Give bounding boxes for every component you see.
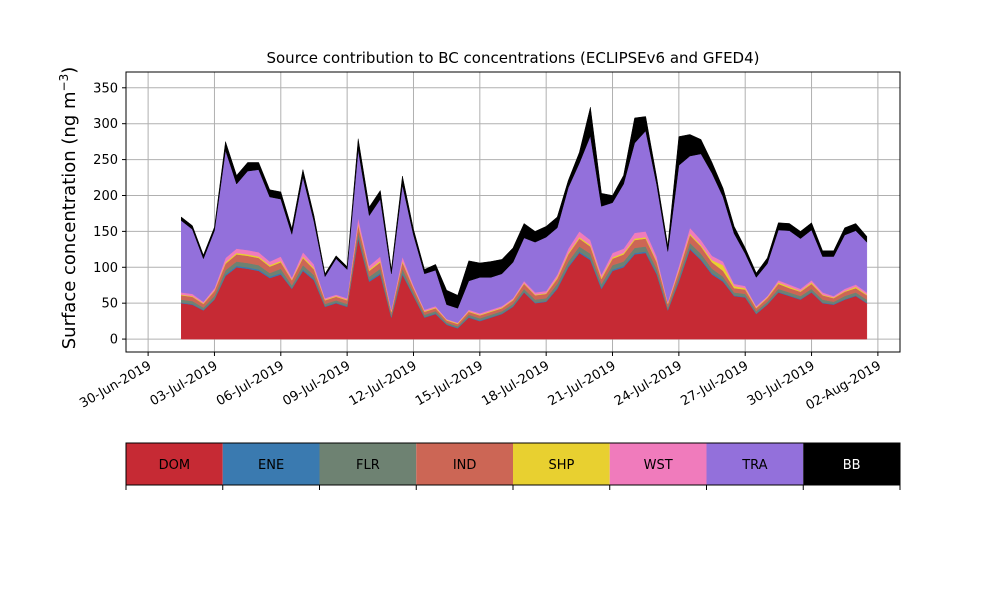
legend-colorbar: DOM ENE FLR IND SHP WST TRA BB (125, 442, 901, 490)
x-tick-label: 06-Jul-2019 (214, 358, 287, 409)
legend-label-tra: TRA (741, 458, 767, 473)
y-tick-label: 100 (93, 261, 118, 276)
legend-label-ene: ENE (258, 458, 284, 473)
x-axis: 30-Jun-201903-Jul-201906-Jul-201909-Jul-… (77, 352, 884, 414)
y-tick-label: 200 (93, 189, 118, 204)
x-tick-label: 09-Jul-2019 (280, 358, 353, 409)
y-tick-label: 50 (101, 297, 118, 312)
y-axis-label-main: Surface concentration (ng m (59, 91, 80, 349)
x-tick-label: 03-Jul-2019 (148, 358, 221, 409)
legend-swatch-dom (126, 443, 223, 485)
legend-swatch-shp (513, 443, 610, 485)
y-axis: 0 50 100 150 200 250 300 350 (93, 81, 126, 348)
legend-label-wst: WST (644, 458, 673, 473)
legend-swatch-wst (609, 443, 707, 485)
legend-swatch-ind (416, 443, 513, 485)
plot-frame (125, 71, 901, 353)
x-tick-label: 02-Aug-2019 (804, 358, 884, 413)
x-tick-label: 30-Jun-2019 (77, 358, 154, 411)
y-axis-label-close: ) (59, 67, 80, 74)
y-tick-label: 150 (93, 225, 118, 240)
x-tick-label: 12-Jul-2019 (347, 358, 420, 409)
y-tick-label: 250 (93, 153, 118, 168)
x-tick-label: 27-Jul-2019 (678, 358, 751, 409)
y-tick-label: 350 (93, 81, 118, 96)
legend-swatch-bb (803, 443, 900, 485)
x-tick-label: 15-Jul-2019 (413, 358, 486, 409)
chart-title: Source contribution to BC concentrations… (266, 49, 759, 67)
legend-swatch-ene (222, 443, 320, 485)
y-axis-label-superscript: −3 (57, 74, 71, 92)
x-tick-label: 21-Jul-2019 (546, 358, 619, 409)
legend-label-dom: DOM (159, 458, 190, 473)
y-tick-label: 0 (110, 333, 118, 348)
legend-label-bb: BB (843, 458, 861, 473)
x-tick-label: 18-Jul-2019 (479, 358, 552, 409)
legend-label-flr: FLR (356, 458, 380, 473)
area-bb (181, 107, 868, 309)
y-tick-label: 300 (93, 117, 118, 132)
legend-label-ind: IND (453, 458, 477, 473)
stacked-areas (181, 107, 868, 340)
x-tick-label: 24-Jul-2019 (612, 358, 685, 409)
y-axis-label: Surface concentration (ng m−3) (57, 67, 80, 350)
legend-swatch-tra (706, 443, 804, 485)
legend-label-shp: SHP (548, 458, 574, 473)
legend-swatch-flr (319, 443, 417, 485)
